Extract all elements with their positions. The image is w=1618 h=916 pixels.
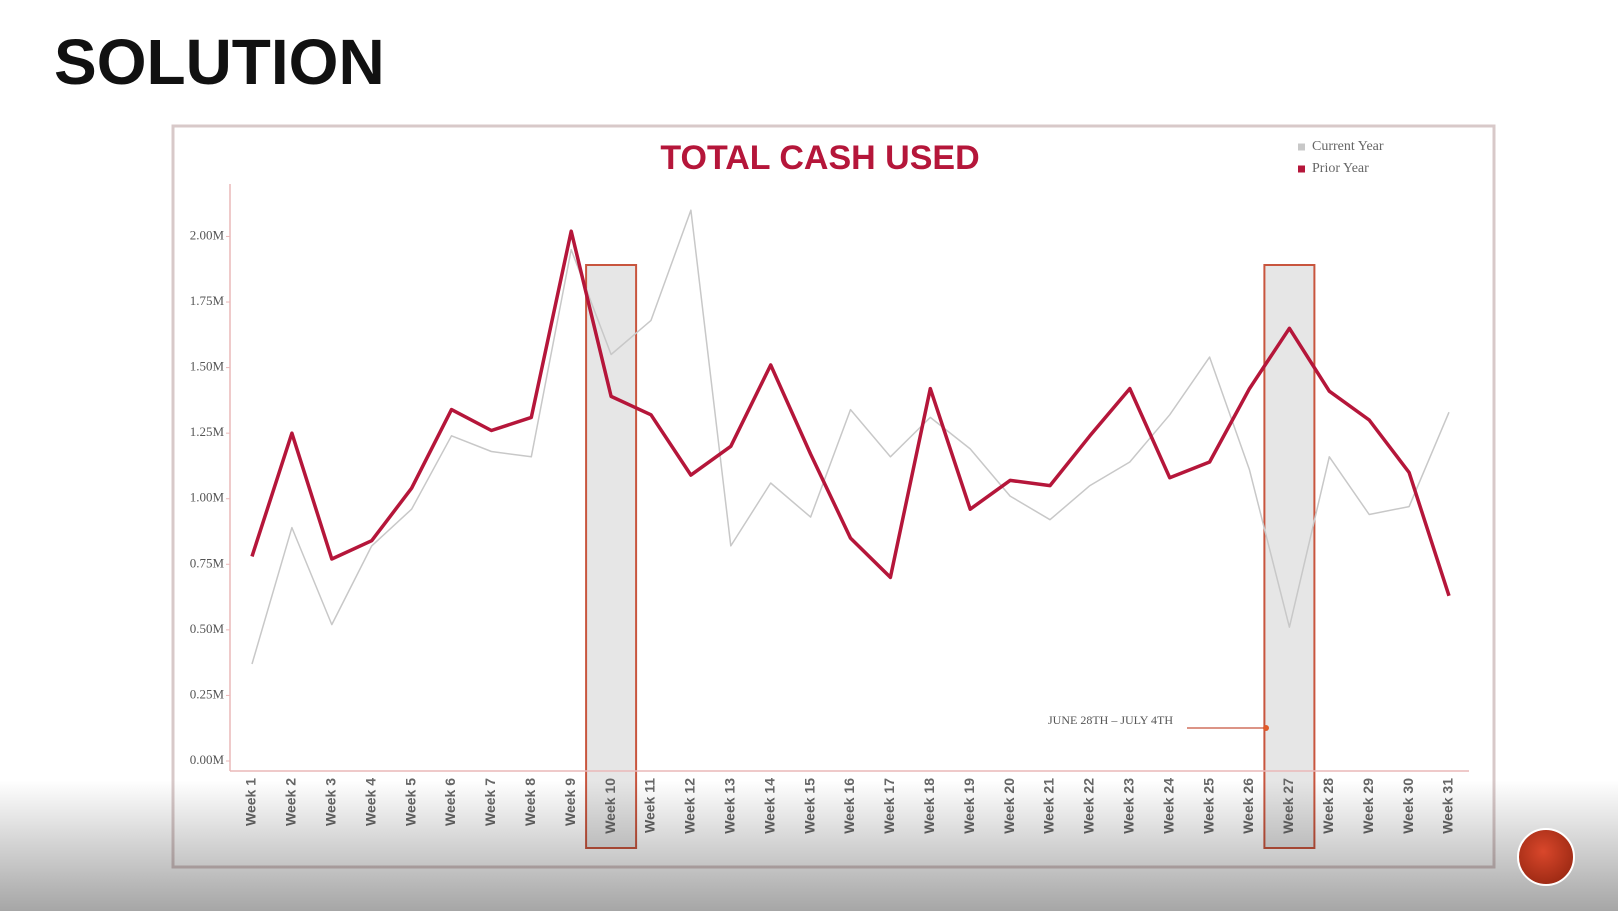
annotation: JUNE 28TH – JULY 4TH [1048, 713, 1173, 727]
series-line [251, 209, 1450, 665]
series-line [250, 229, 1451, 597]
legend-swatch [1298, 143, 1305, 151]
legend-label: Prior Year [1312, 161, 1369, 176]
y-tick-label: 2.00M [190, 227, 225, 242]
legend-swatch [1298, 165, 1305, 173]
legend-label: Current Year [1312, 139, 1384, 154]
nav-button[interactable] [1517, 828, 1575, 886]
y-tick-label: 1.50M [190, 359, 225, 374]
annotation-dot [1263, 725, 1269, 731]
slide-title: SOLUTION [54, 26, 385, 98]
y-tick-label: 0.50M [190, 621, 225, 636]
y-tick-label: 0.75M [190, 555, 225, 570]
y-tick-label: 1.25M [190, 424, 225, 439]
y-tick-label: 0.25M [190, 686, 225, 701]
y-tick-label: 1.75M [190, 293, 225, 308]
y-tick-label: 1.00M [190, 490, 225, 505]
bottom-shade [0, 780, 1618, 911]
highlight-box [585, 264, 638, 849]
chart-title: TOTAL CASH USED [660, 139, 979, 177]
y-tick-label: 0.00M [190, 752, 225, 767]
